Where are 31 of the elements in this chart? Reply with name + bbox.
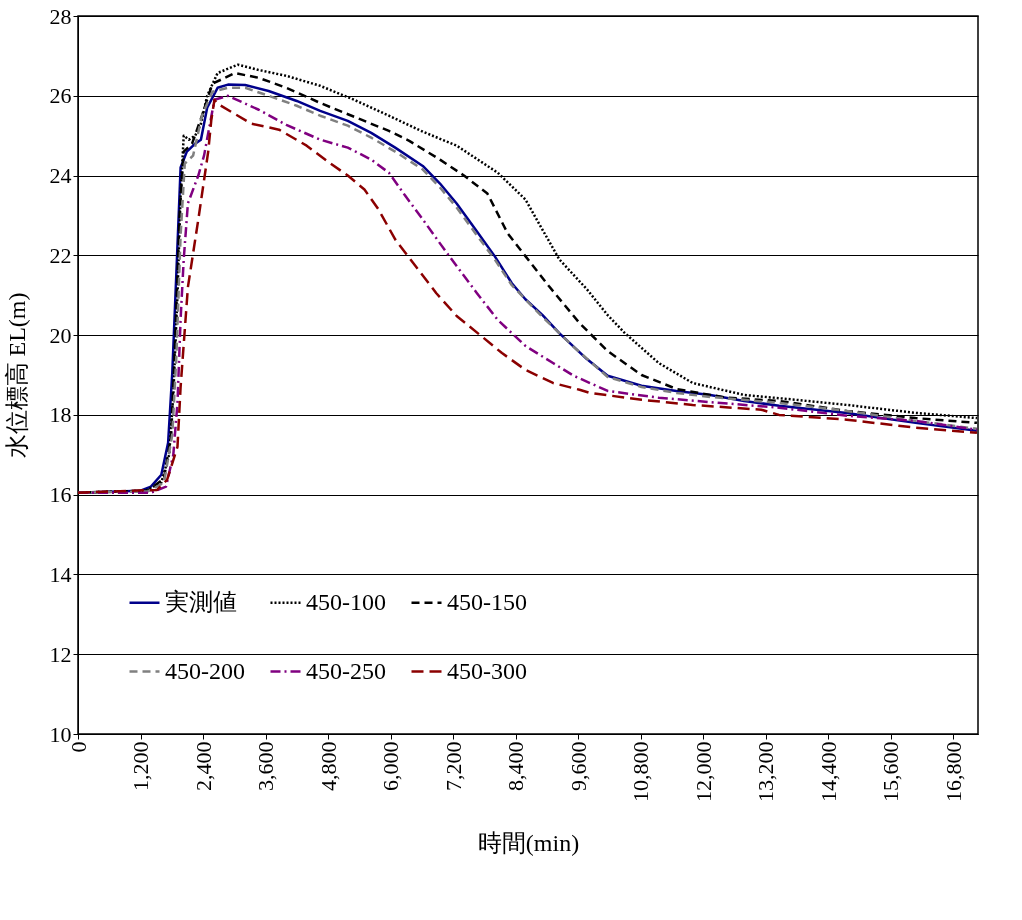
y-tick-label: 12 bbox=[49, 641, 72, 667]
x-tick-label: 7,200 bbox=[440, 741, 466, 791]
x-tick-label: 14,400 bbox=[815, 741, 841, 802]
y-tick-label: 16 bbox=[49, 482, 72, 508]
x-tick-label: 13,200 bbox=[753, 741, 778, 802]
x-axis-title: 時間(min) bbox=[477, 830, 580, 856]
y-tick-label: 24 bbox=[49, 163, 72, 189]
y-axis-title: 水位標高 EL(m) bbox=[3, 292, 30, 459]
y-tick-label: 14 bbox=[49, 561, 72, 587]
legend-label: 450-150 bbox=[447, 588, 527, 615]
y-tick-label: 22 bbox=[49, 242, 72, 268]
x-tick-label: 9,600 bbox=[565, 741, 591, 791]
x-tick-label: 12,000 bbox=[690, 741, 716, 802]
y-tick-label: 26 bbox=[49, 83, 72, 109]
x-tick-label: 10,800 bbox=[628, 741, 653, 802]
y-tick-label: 28 bbox=[49, 3, 72, 29]
x-tick-label: 16,800 bbox=[940, 741, 966, 802]
x-tick-label: 3,600 bbox=[253, 741, 278, 791]
y-tick-label: 20 bbox=[49, 322, 72, 348]
legend-label: 450-300 bbox=[447, 657, 527, 684]
x-tick-label: 8,400 bbox=[503, 741, 528, 791]
x-tick-label: 15,600 bbox=[878, 741, 903, 802]
y-tick-label: 18 bbox=[49, 402, 72, 428]
legend-label: 450-100 bbox=[306, 588, 386, 615]
legend-label: 実測値 bbox=[165, 588, 237, 615]
x-tick-label: 2,400 bbox=[190, 741, 216, 791]
x-tick-label: 6,000 bbox=[378, 741, 403, 791]
x-tick-label: 4,800 bbox=[315, 741, 341, 791]
legend-label: 450-250 bbox=[306, 657, 386, 684]
legend-label: 450-200 bbox=[165, 657, 245, 684]
x-tick-label: 1,200 bbox=[128, 741, 153, 791]
